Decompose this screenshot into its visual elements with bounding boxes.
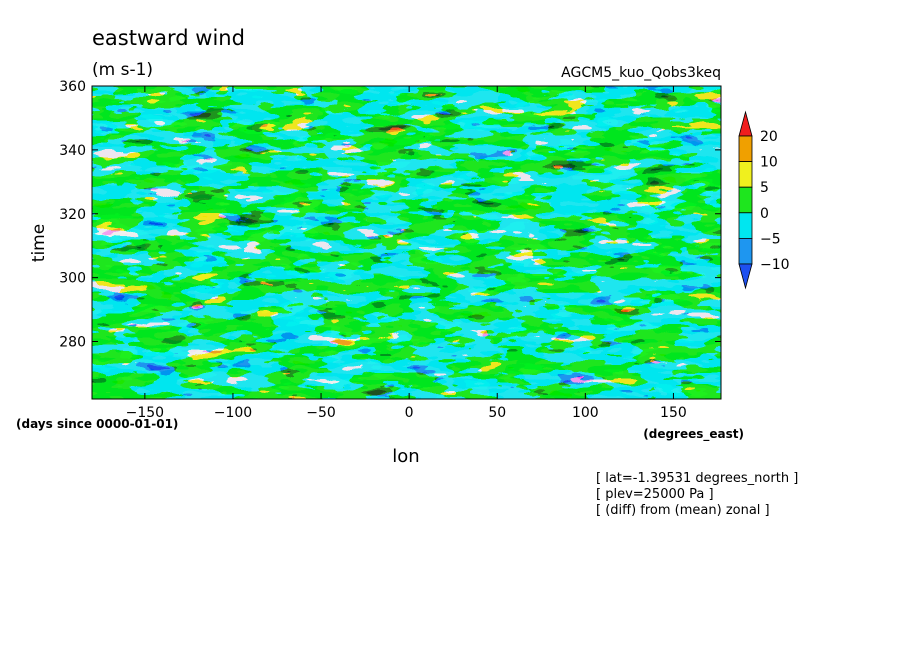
y-axis-label: time bbox=[29, 224, 49, 262]
colorbar-label: 20 bbox=[760, 129, 778, 145]
y-tick-label: 360 bbox=[59, 79, 86, 95]
chart-title: eastward wind bbox=[92, 26, 245, 50]
plot-frame bbox=[91, 85, 722, 400]
colorbar-label: 10 bbox=[760, 155, 778, 171]
colorbar-box bbox=[738, 161, 753, 188]
x-axis-label: lon bbox=[392, 446, 419, 467]
colorbar-max-arrow bbox=[738, 110, 753, 137]
colorbar-box bbox=[738, 237, 753, 265]
contour-field bbox=[92, 86, 721, 399]
y-tick-label: 340 bbox=[59, 143, 86, 159]
colorbar-box bbox=[738, 135, 753, 163]
x-tick-label: −150 bbox=[126, 405, 164, 421]
colorbar: 20 10 5 0 −5 −10 bbox=[738, 110, 790, 290]
x-tick-label: 150 bbox=[660, 405, 687, 421]
x-tick-label: 0 bbox=[405, 405, 414, 421]
y-tick-label: 300 bbox=[59, 271, 86, 287]
colorbar-label: 5 bbox=[760, 180, 769, 196]
colorbar-box bbox=[738, 186, 753, 214]
x-tick-label: 50 bbox=[488, 405, 506, 421]
y-axis-units: (days since 0000-01-01) bbox=[16, 417, 178, 431]
annotation-diff: [ (diff) from (mean) zonal ] bbox=[596, 503, 770, 518]
x-tick-label: 100 bbox=[572, 405, 599, 421]
y-tick-label: 280 bbox=[59, 335, 86, 351]
colorbar-label: 0 bbox=[760, 206, 769, 222]
y-axis: 280 300 320 340 360 bbox=[59, 79, 721, 351]
x-tick-label: −100 bbox=[214, 405, 252, 421]
colorbar-box bbox=[738, 212, 753, 239]
y-tick-label: 320 bbox=[59, 207, 86, 223]
x-axis: −150 −100 −50 0 50 100 150 bbox=[126, 86, 687, 421]
colorbar-label: −5 bbox=[760, 231, 781, 247]
run-label: AGCM5_kuo_Qobs3keq bbox=[561, 65, 721, 81]
colorbar-label: −10 bbox=[760, 257, 790, 273]
chart-units: (m s-1) bbox=[92, 60, 153, 80]
colorbar-min-arrow bbox=[738, 263, 753, 290]
x-tick-label: −50 bbox=[306, 405, 336, 421]
annotation-lat: [ lat=-1.39531 degrees_north ] bbox=[596, 471, 798, 486]
annotation-plev: [ plev=25000 Pa ] bbox=[596, 487, 714, 502]
x-axis-units: (degrees_east) bbox=[643, 427, 744, 442]
